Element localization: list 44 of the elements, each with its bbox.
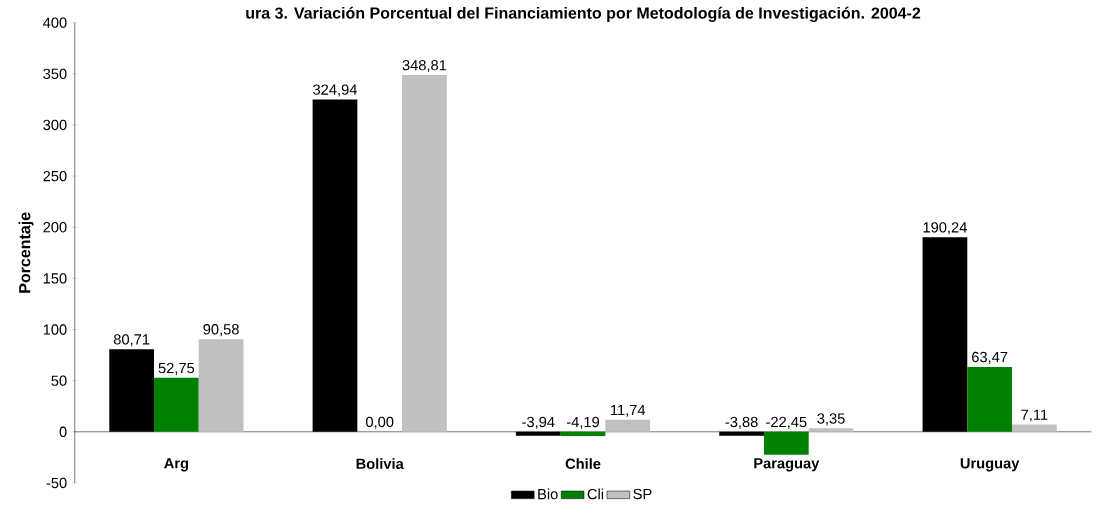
data-label: -4,19: [566, 416, 600, 430]
y-tick-label: 50: [51, 375, 67, 387]
data-label: 324,94: [313, 84, 357, 97]
y-tick-label: 0: [59, 426, 67, 438]
bar: [560, 431, 606, 437]
data-label: 52,75: [158, 362, 195, 376]
data-label: 80,71: [113, 334, 150, 347]
data-label: 11,74: [611, 405, 646, 418]
legend-label: Bio: [538, 488, 558, 500]
y-tick-label: 100: [43, 324, 67, 335]
x-tick-label: Uruguay: [960, 458, 1020, 472]
chart-title: ura 3. Variación Porcentual del Financiamiento por Metodología de Investigación. 2004-2: [246, 7, 921, 23]
x-tick-label: Arg: [164, 458, 189, 472]
bar: [967, 367, 1013, 432]
bar: [808, 428, 854, 432]
x-tick-label: Paraguay: [754, 458, 820, 472]
x-tick-label: Chile: [565, 458, 601, 470]
data-label: 348,81: [402, 60, 447, 73]
data-label: -3,88: [725, 416, 758, 430]
data-label: 90,58: [203, 324, 239, 337]
data-label: 63,47: [972, 352, 1008, 365]
y-tick-label: 400: [43, 17, 67, 29]
bar: [154, 378, 199, 432]
data-label: 190,24: [923, 222, 967, 235]
data-label: 3,35: [817, 413, 845, 426]
bar: [402, 75, 447, 432]
y-axis-title: Porcentaje: [18, 212, 34, 293]
data-label: -22,45: [766, 416, 807, 430]
y-tick-label: 300: [43, 119, 67, 131]
legend-label: Cli: [587, 488, 604, 500]
y-tick-label: -50: [46, 477, 67, 489]
data-label: 0,00: [365, 416, 394, 430]
bar: [605, 419, 651, 432]
legend-label: SP: [633, 488, 652, 500]
y-tick-label: 200: [43, 222, 67, 233]
bar: [763, 431, 809, 455]
y-tick-label: 250: [43, 171, 67, 182]
y-tick-label: 150: [43, 273, 67, 284]
bar: [198, 339, 244, 432]
x-tick-label: Bolivia: [356, 458, 404, 470]
data-label: -3,94: [522, 416, 555, 430]
y-tick-label: 350: [43, 68, 67, 80]
bar: [1012, 424, 1057, 432]
data-label: 7,11: [1021, 409, 1048, 422]
